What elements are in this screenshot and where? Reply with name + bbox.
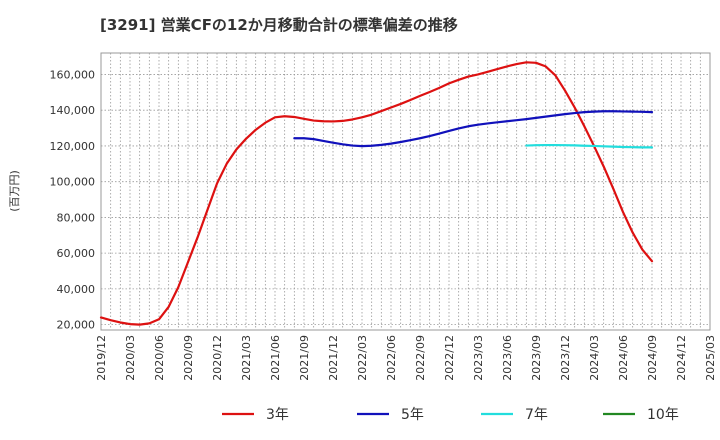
legend-label: 7年 xyxy=(525,407,548,423)
y-tick-label: 40,000 xyxy=(57,283,96,296)
y-tick-label: 20,000 xyxy=(57,319,96,332)
x-tick-label: 2021/12 xyxy=(327,335,340,381)
x-tick-label: 2023/03 xyxy=(472,335,485,381)
x-tick-label: 2022/12 xyxy=(443,335,456,381)
series-lines xyxy=(99,61,654,326)
x-tick-label: 2022/06 xyxy=(385,335,398,381)
x-tick-label: 2023/12 xyxy=(559,335,572,381)
x-tick-label: 2024/12 xyxy=(675,335,688,381)
x-tick-label: 2019/12 xyxy=(95,335,108,381)
y-tick-label: 140,000 xyxy=(50,104,96,117)
y-axis-label: (百万円) xyxy=(8,170,21,212)
x-tick-label: 2020/03 xyxy=(124,335,137,381)
y-tick-label: 100,000 xyxy=(50,176,96,189)
legend-label: 5年 xyxy=(401,407,424,423)
y-tick-label: 60,000 xyxy=(57,247,96,260)
y-tick-label: 160,000 xyxy=(50,68,96,81)
x-tick-label: 2023/06 xyxy=(501,335,514,381)
x-tick-label: 2021/09 xyxy=(298,335,311,381)
series-line xyxy=(293,110,654,148)
x-tick-label: 2024/09 xyxy=(646,335,659,381)
x-axis: 2019/12 2020/03 2020/06 2020/09 2020/12 2021/… xyxy=(95,335,717,381)
x-tick-label: 2021/03 xyxy=(240,335,253,381)
x-tick-label: 2021/06 xyxy=(269,335,282,381)
x-tick-label: 2024/06 xyxy=(617,335,630,381)
legend: 3年 5年 7年 10年 xyxy=(222,407,679,423)
y-axis: 20,000 40,000 60,000 80,000 100,000 120,000 14… xyxy=(50,68,96,331)
legend-label: 3年 xyxy=(266,407,289,423)
x-tick-label: 2024/03 xyxy=(588,335,601,381)
y-tick-label: 120,000 xyxy=(50,140,96,153)
grid xyxy=(101,53,710,330)
x-tick-label: 2020/06 xyxy=(153,335,166,381)
series-line xyxy=(525,143,654,149)
series-line xyxy=(99,61,654,326)
x-tick-label: 2022/09 xyxy=(414,335,427,381)
x-tick-label: 2023/09 xyxy=(530,335,543,381)
x-tick-label: 2022/03 xyxy=(356,335,369,381)
chart-title: [3291] 営業CFの12か月移動合計の標準偏差の推移 xyxy=(100,16,458,34)
x-tick-label: 2020/09 xyxy=(182,335,195,381)
y-tick-label: 80,000 xyxy=(57,211,96,224)
plot-area-border xyxy=(100,52,711,331)
legend-label: 10年 xyxy=(647,407,679,423)
x-tick-label: 2025/03 xyxy=(704,335,717,381)
x-tick-label: 2020/12 xyxy=(211,335,224,381)
